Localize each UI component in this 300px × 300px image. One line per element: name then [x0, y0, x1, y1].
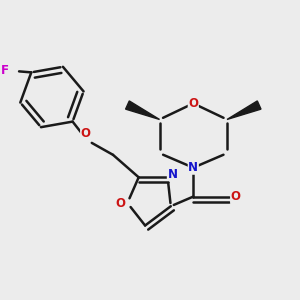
Text: N: N	[167, 168, 177, 181]
Text: N: N	[188, 161, 198, 174]
Text: O: O	[81, 128, 91, 140]
Text: O: O	[188, 97, 198, 110]
Text: F: F	[1, 64, 9, 77]
Text: O: O	[231, 190, 241, 203]
Polygon shape	[126, 101, 160, 119]
Polygon shape	[227, 101, 261, 119]
Text: O: O	[116, 196, 125, 209]
